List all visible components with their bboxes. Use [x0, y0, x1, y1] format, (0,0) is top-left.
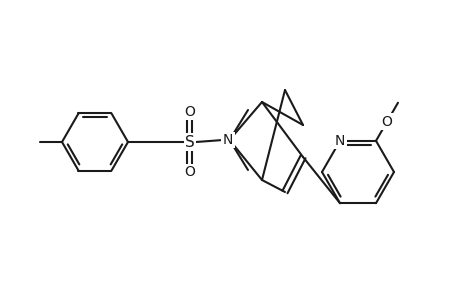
Text: O: O	[184, 165, 195, 179]
Text: N: N	[334, 134, 344, 148]
Text: S: S	[185, 134, 195, 149]
Text: N: N	[222, 133, 233, 147]
Text: O: O	[381, 115, 392, 129]
Text: O: O	[184, 105, 195, 119]
